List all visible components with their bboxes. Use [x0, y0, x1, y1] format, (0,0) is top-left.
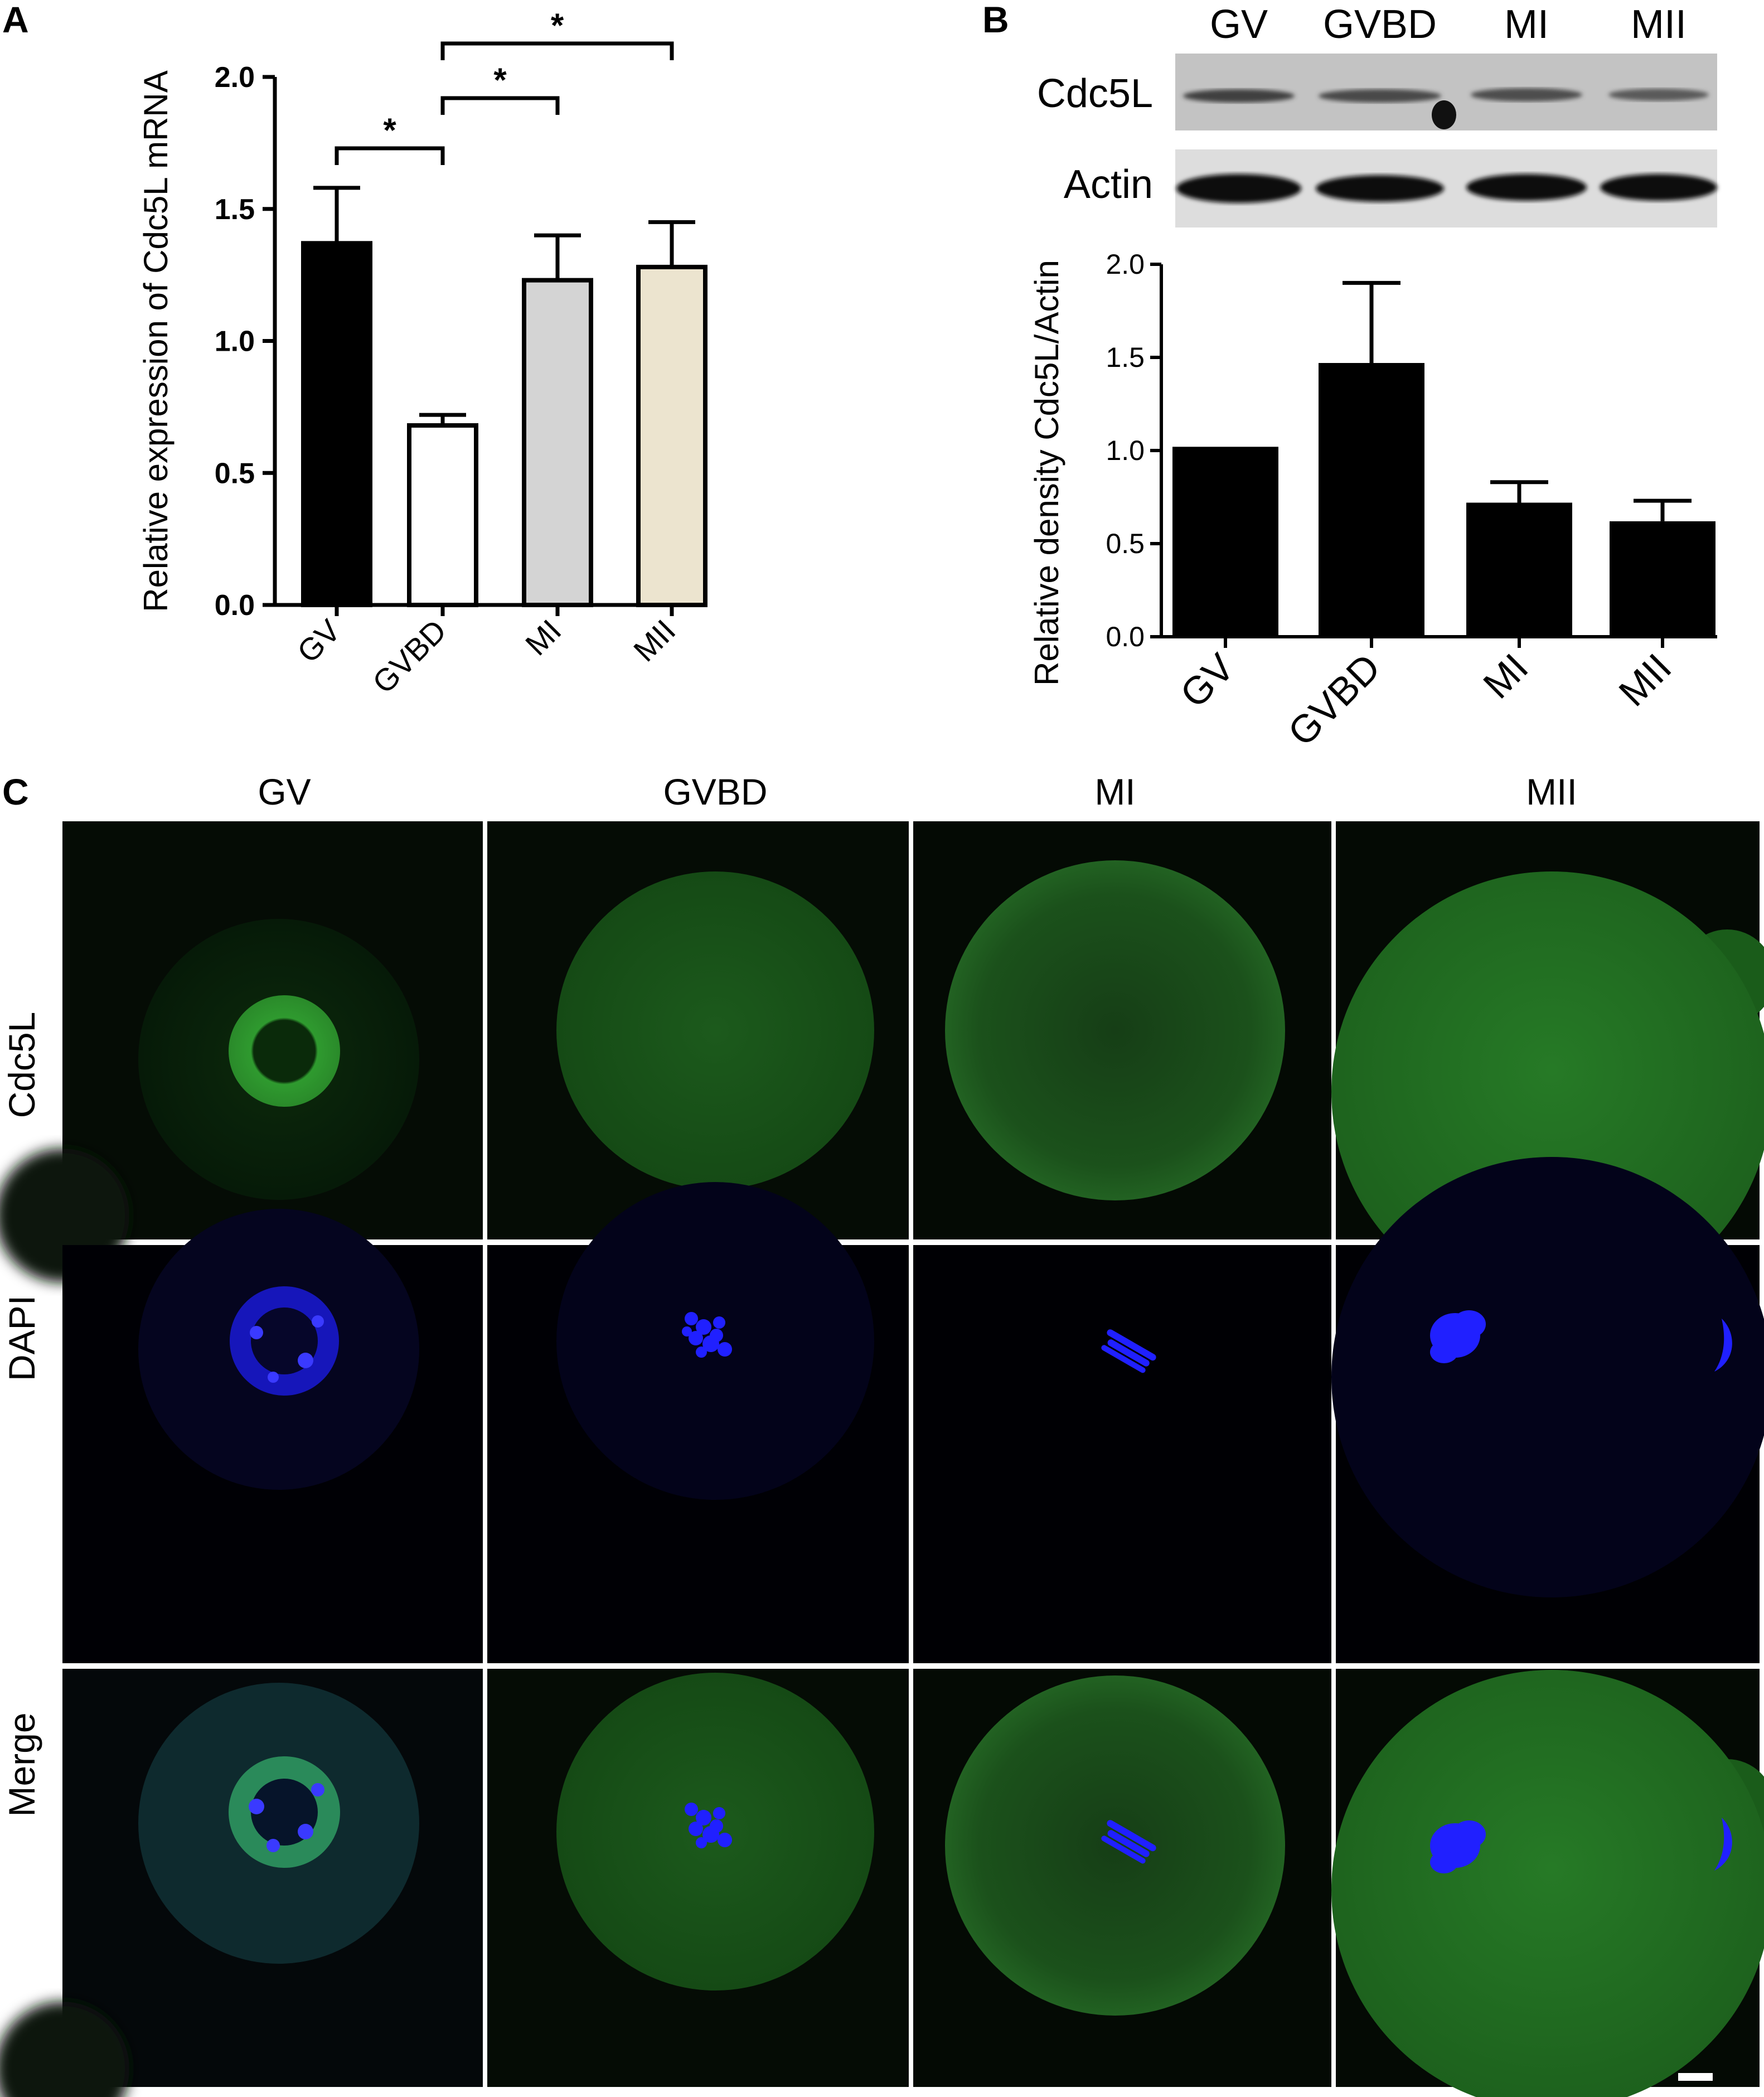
y-tick-label: 1.0: [215, 326, 255, 358]
microscopy-grid: [0, 821, 1764, 2097]
blot-band: [1319, 89, 1441, 103]
row-label: Cdc5L: [1, 1012, 42, 1118]
blot-band: [1608, 89, 1709, 101]
blot-band: [1316, 175, 1444, 202]
bar: [1610, 521, 1715, 637]
blot-band: [1600, 174, 1717, 201]
image-merge-mii: [1331, 1669, 1764, 2097]
blot-lane-label: MII: [1631, 2, 1687, 47]
column-header: GVBD: [663, 771, 767, 812]
significance-bracket: [335, 146, 445, 165]
y-tick-label: 1.5: [1106, 342, 1145, 373]
bar: [301, 241, 372, 607]
scale-bar: [1678, 2073, 1713, 2081]
image-dapi-mii: [1331, 1157, 1764, 1663]
image-merge-gvbd: [487, 1669, 909, 2087]
row-label: Merge: [1, 1712, 42, 1817]
blot-lane-label: MI: [1504, 2, 1549, 47]
image-cdc5l-gv: [0, 821, 483, 1282]
x-tick-label: GVBD: [366, 613, 453, 700]
x-tick-label: MI: [518, 613, 568, 662]
y-tick-label: 2.0: [215, 61, 255, 94]
blot-row-label: Cdc5L: [1037, 71, 1153, 116]
column-header: MII: [1526, 771, 1577, 812]
image-dapi-gvbd: [487, 1182, 909, 1663]
chart-a: 0.0 0.5 1.0 1.5 2.0 Relative expression of Cd…: [137, 7, 707, 700]
significance-star: *: [383, 112, 396, 149]
y-tick-label: 2.0: [1106, 249, 1145, 280]
y-axis-label: Relative expression of Cdc5L mRNA: [137, 70, 175, 612]
blot-band: [1471, 88, 1582, 101]
significance-bracket: [440, 41, 674, 60]
bar: [1172, 447, 1278, 637]
image-dapi-gv: [62, 1209, 483, 1663]
panel-c-letter: C: [2, 771, 29, 812]
image-merge-mi: [913, 1669, 1331, 2087]
image-cdc5l-mi: [913, 821, 1331, 1239]
bar: [636, 264, 707, 608]
blot-row-label: Actin: [1064, 162, 1153, 207]
y-tick-label: 0.5: [215, 457, 255, 490]
bar: [522, 278, 593, 608]
column-header: MI: [1094, 771, 1135, 812]
blot-lane-label: GV: [1210, 2, 1268, 47]
x-tick-label: MII: [1611, 645, 1680, 714]
row-label: DAPI: [1, 1295, 42, 1381]
x-tick-label: GV: [1172, 645, 1243, 716]
x-tick-label: GVBD: [1280, 645, 1388, 754]
blot-band: [1466, 174, 1587, 201]
blot-lane-label: GVBD: [1323, 2, 1437, 47]
y-tick-label: 1.5: [215, 193, 255, 226]
x-tick-label: MII: [627, 613, 682, 669]
significance-star: *: [493, 61, 507, 99]
bar: [1466, 502, 1572, 637]
y-tick-label: 1.0: [1106, 435, 1145, 466]
bar: [1319, 363, 1424, 637]
significance-star: *: [551, 7, 564, 44]
blot-band: [1183, 89, 1295, 103]
blot-artifact: [1432, 100, 1456, 129]
y-axis-label: Relative density Cdc5L/Actin: [1028, 260, 1065, 686]
image-merge-gv: [0, 1669, 483, 2097]
western-blot: GV GVBD MI MII Cdc5L Actin: [1037, 2, 1717, 227]
y-tick-label: 0.0: [1106, 621, 1145, 652]
panel-a-letter: A: [2, 0, 29, 40]
significance-bracket: [440, 96, 560, 115]
image-cdc5l-gvbd: [487, 821, 909, 1239]
panel-b-letter: B: [982, 0, 1009, 40]
x-tick-label: MI: [1475, 645, 1536, 706]
blot-band: [1176, 174, 1301, 203]
chart-b: 0.0 0.5 1.0 1.5 2.0 Relative density Cdc5L/Ac…: [1028, 249, 1717, 754]
bar: [407, 423, 478, 608]
y-tick-label: 0.0: [215, 589, 255, 622]
x-tick-label: GV: [290, 612, 347, 669]
image-dapi-mi: [913, 1245, 1331, 1663]
column-header: GV: [258, 771, 311, 812]
y-tick-label: 0.5: [1106, 528, 1145, 559]
